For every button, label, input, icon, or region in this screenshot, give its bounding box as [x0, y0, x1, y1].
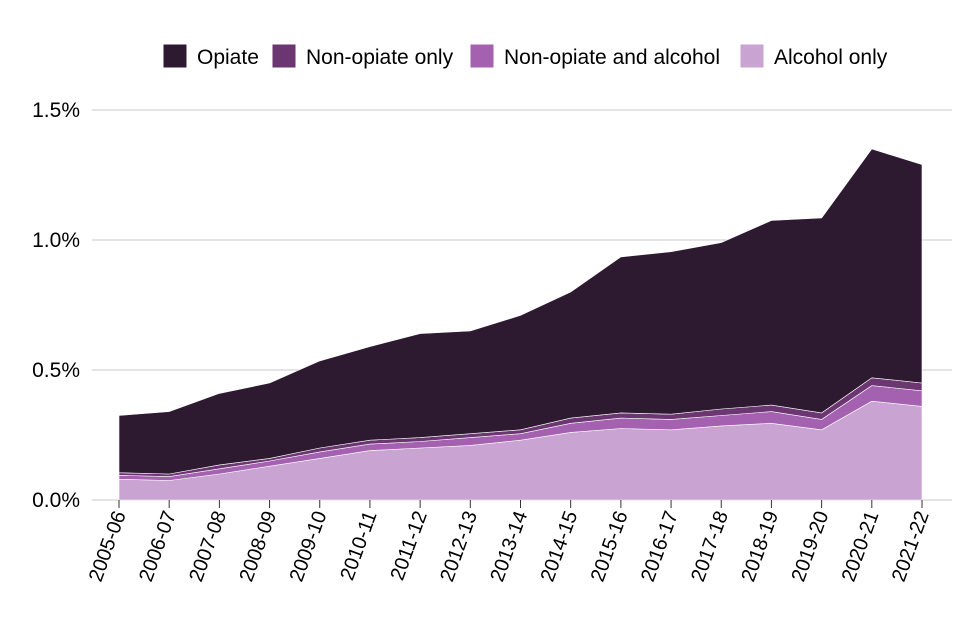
x-tick-label-6: 2011-12: [387, 508, 432, 583]
legend-swatch-non-opiate-only: [271, 43, 297, 69]
y-tick-label-2: 1.0%: [32, 229, 80, 252]
x-tick-label-12: 2017-18: [687, 508, 733, 585]
legend-swatch-alcohol-only: [739, 43, 765, 69]
y-tick-label-1: 0.5%: [32, 359, 80, 382]
x-tick-label-0: 2005-06: [85, 508, 131, 585]
x-tick-label-13: 2018-19: [737, 508, 783, 585]
y-tick-label-0: 0.0%: [32, 489, 80, 512]
x-tick-label-10: 2015-16: [587, 508, 633, 585]
legend-swatch-opiate: [162, 43, 188, 69]
x-tick-label-4: 2009-10: [286, 508, 332, 585]
x-axis: 2005-06 2006-07 2007-08 2008-09 2009-10 2010-…: [85, 500, 934, 585]
x-tick-label-3: 2008-09: [235, 508, 281, 585]
legend-label-non-opiate-and-alcohol: Non-opiate and alcohol: [504, 46, 720, 69]
legend-label-alcohol-only: Alcohol only: [774, 46, 888, 69]
x-tick-label-15: 2020-21: [838, 508, 884, 585]
x-tick-label-2: 2007-08: [185, 508, 231, 585]
legend-label-non-opiate-only: Non-opiate only: [306, 46, 454, 69]
legend-swatch-non-opiate-and-alcohol: [469, 43, 495, 69]
area-series: [118, 148, 923, 501]
x-tick-label-16: 2021-22: [888, 508, 934, 585]
x-tick-label-8: 2013-14: [486, 508, 532, 585]
area-opiate: [118, 148, 923, 475]
y-axis: 0.0% 0.5% 1.0% 1.5%: [32, 99, 80, 512]
x-tick-label-9: 2014-15: [537, 508, 583, 585]
x-tick-label-1: 2006-07: [135, 508, 181, 585]
x-tick-label-11: 2016-17: [637, 508, 683, 585]
legend: Opiate Non-opiate only Non-opiate and alco…: [162, 43, 888, 69]
y-tick-label-3: 1.5%: [32, 99, 80, 122]
x-tick-label-14: 2019-20: [788, 508, 834, 585]
legend-label-opiate: Opiate: [197, 46, 259, 69]
x-tick-label-7: 2012-13: [436, 508, 482, 585]
x-tick-label-5: 2010-11: [336, 508, 381, 583]
